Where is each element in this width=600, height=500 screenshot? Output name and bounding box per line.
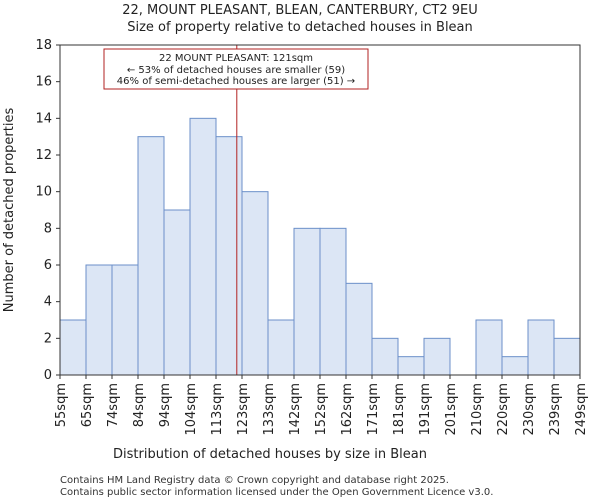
x-tick-label: 181sqm bbox=[392, 383, 407, 436]
bar-74sqm bbox=[111, 264, 139, 376]
bar-55sqm bbox=[59, 319, 87, 376]
annotation-line-1: 22 MOUNT PLEASANT: 121sqm bbox=[159, 53, 313, 64]
y-tick-label: 0 bbox=[44, 368, 52, 383]
bar-152sqm bbox=[319, 227, 347, 376]
bar-220sqm bbox=[501, 356, 529, 376]
x-tick-label: 220sqm bbox=[496, 383, 511, 436]
chart-title: 22, MOUNT PLEASANT, BLEAN, CANTERBURY, C… bbox=[122, 3, 477, 18]
x-tick-label: 133sqm bbox=[262, 383, 277, 436]
bar-142sqm bbox=[293, 227, 321, 376]
x-tick-label: 239sqm bbox=[548, 383, 563, 436]
bar-113sqm bbox=[215, 136, 243, 376]
bar-171sqm bbox=[371, 337, 399, 376]
bar-84sqm bbox=[137, 136, 165, 376]
x-tick-label: 171sqm bbox=[366, 383, 381, 436]
y-tick-label: 6 bbox=[44, 258, 52, 273]
bar-239sqm bbox=[553, 337, 581, 376]
chart-subtitle: Size of property relative to detached ho… bbox=[127, 20, 473, 35]
x-tick-label: 152sqm bbox=[314, 383, 329, 436]
bar-104sqm bbox=[189, 117, 217, 376]
y-tick-label: 8 bbox=[44, 221, 52, 236]
y-tick-label: 2 bbox=[44, 331, 52, 346]
y-tick-label: 10 bbox=[35, 185, 52, 200]
y-tick-label: 4 bbox=[44, 295, 52, 310]
x-tick-label: 201sqm bbox=[444, 383, 459, 436]
x-tick-label: 84sqm bbox=[132, 383, 147, 427]
bar-230sqm bbox=[527, 319, 555, 376]
plot-frame bbox=[59, 44, 581, 376]
footer-line-1: Contains HM Land Registry data © Crown c… bbox=[60, 475, 449, 486]
x-ticks: 55sqm 65sqm 74sqm 84sqm 94sqm 104sqm 113sqm 123… bbox=[54, 375, 589, 436]
annotation-line-3: 46% of semi-detached houses are larger (… bbox=[117, 76, 355, 87]
annotation-border bbox=[103, 48, 369, 90]
bar-133sqm bbox=[267, 319, 295, 376]
bar-94sqm bbox=[163, 209, 191, 376]
y-axis-label: Number of detached properties bbox=[2, 108, 17, 313]
x-axis-label: Distribution of detached houses by size … bbox=[113, 447, 427, 462]
x-tick-label: 113sqm bbox=[210, 383, 225, 436]
bar-210sqm bbox=[475, 319, 503, 376]
x-tick-label: 210sqm bbox=[470, 383, 485, 436]
bar-191sqm bbox=[423, 337, 451, 376]
y-tick-label: 14 bbox=[35, 111, 52, 126]
footer-line-2: Contains public sector information licen… bbox=[60, 487, 493, 498]
x-tick-label: 55sqm bbox=[54, 383, 69, 427]
x-tick-label: 94sqm bbox=[158, 383, 173, 427]
y-tick-label: 18 bbox=[35, 38, 52, 53]
x-tick-label: 74sqm bbox=[106, 383, 121, 427]
bar-65sqm bbox=[85, 264, 113, 376]
x-tick-label: 191sqm bbox=[418, 383, 433, 436]
x-tick-label: 123sqm bbox=[236, 383, 251, 436]
y-ticks: 0 2 4 6 8 10 12 14 16 18 bbox=[35, 38, 60, 383]
x-tick-label: 230sqm bbox=[522, 383, 537, 436]
x-tick-label: 104sqm bbox=[184, 383, 199, 436]
bar-162sqm bbox=[345, 282, 373, 376]
annotation-line-2: ← 53% of detached houses are smaller (59… bbox=[127, 65, 345, 76]
bars-group bbox=[59, 117, 581, 376]
x-tick-label: 142sqm bbox=[288, 383, 303, 436]
bar-181sqm bbox=[397, 356, 425, 376]
x-tick-label: 162sqm bbox=[340, 383, 355, 436]
y-tick-label: 12 bbox=[35, 148, 52, 163]
x-tick-label: 249sqm bbox=[574, 383, 589, 436]
bar-123sqm bbox=[241, 191, 269, 376]
annotation-box: 22 MOUNT PLEASANT: 121sqm ← 53% of detac… bbox=[103, 48, 369, 90]
x-tick-label: 65sqm bbox=[80, 383, 95, 427]
y-tick-label: 16 bbox=[35, 75, 52, 90]
